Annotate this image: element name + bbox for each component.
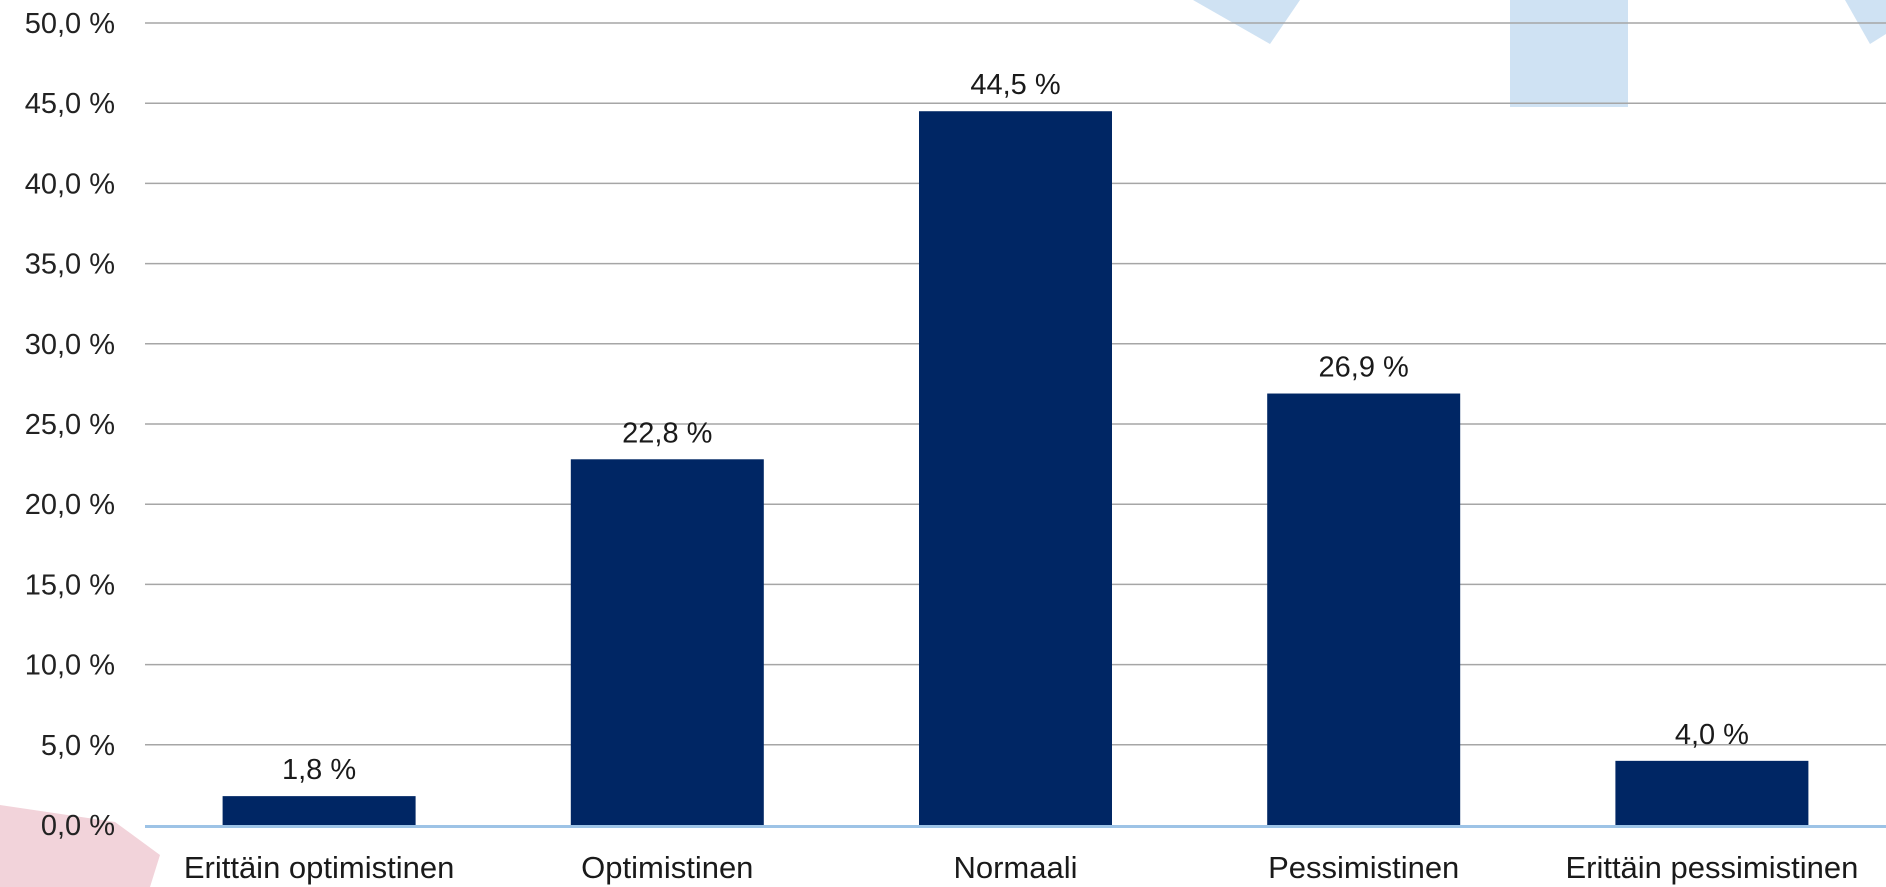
category-label: Normaali (953, 850, 1077, 885)
bar (1615, 760, 1809, 825)
decor-shape-blue-left (1193, 0, 1300, 44)
y-tick-label: 50,0 % (25, 8, 115, 40)
y-tick-label: 30,0 % (25, 329, 115, 361)
y-tick-label: 45,0 % (25, 88, 115, 120)
category-label: Pessimistinen (1268, 850, 1459, 885)
y-tick-label: 35,0 % (25, 249, 115, 281)
y-tick-label: 20,0 % (25, 489, 115, 521)
bar (919, 111, 1112, 826)
data-label: 44,5 % (970, 69, 1060, 101)
data-label: 26,9 % (1319, 352, 1409, 384)
data-label: 4,0 % (1675, 719, 1749, 751)
y-tick-label: 0,0 % (41, 810, 115, 842)
decor-shape-pink (0, 805, 160, 887)
category-label: Optimistinen (581, 850, 753, 885)
y-tick-label: 15,0 % (25, 569, 115, 601)
y-tick-label: 5,0 % (41, 730, 115, 762)
decor-shape-blue-center (1510, 0, 1628, 107)
y-tick-label: 10,0 % (25, 650, 115, 682)
x-axis-category-labels: Erittäin optimistinen Optimistinen Normaal… (184, 850, 1859, 885)
bar (1267, 393, 1461, 825)
decor-shape-blue-right (1845, 0, 1886, 44)
y-tick-label: 40,0 % (25, 168, 115, 200)
y-tick-label: 25,0 % (25, 409, 115, 441)
y-axis-tick-labels: 0,0 % 5,0 % 10,0 % 15,0 % 20,0 % 25,0 % 30,0 %… (25, 8, 115, 842)
bars (222, 111, 1809, 826)
category-label: Erittäin pessimistinen (1565, 850, 1858, 885)
data-label: 1,8 % (282, 754, 356, 786)
category-label: Erittäin optimistinen (184, 850, 455, 885)
data-labels: 1,8 % 22,8 % 44,5 % 26,9 % 4,0 % (282, 69, 1749, 786)
data-label: 22,8 % (622, 417, 712, 449)
bar (222, 796, 416, 825)
bar (570, 459, 764, 825)
